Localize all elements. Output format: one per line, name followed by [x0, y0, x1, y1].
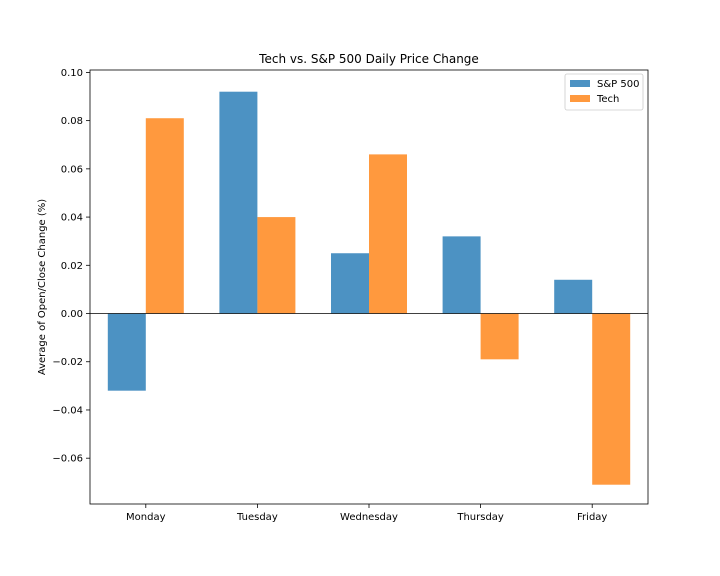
plot-area: 0.10 0.08 0.06 0.04 0.02 0.00 −0.02 −0.04 −0.06 M…: [52, 68, 649, 523]
chart-title: Tech vs. S&P 500 Daily Price Change: [258, 52, 479, 66]
bar-s-p-500-friday: [554, 279, 593, 314]
bar-s-p-500-wednesday: [331, 253, 369, 314]
y-tick-label: 0.04: [61, 213, 83, 224]
bar-s-p-500-monday: [107, 313, 146, 391]
y-tick-label: −0.06: [52, 454, 83, 465]
y-tick-label: 0.06: [61, 164, 83, 175]
y-tick-label: −0.02: [52, 357, 83, 368]
legend-label: S&P 500: [597, 79, 639, 90]
y-tick-label: 0.00: [61, 309, 83, 320]
legend-swatch: [570, 80, 590, 87]
y-tick-label: −0.04: [52, 405, 83, 416]
x-tick-label: Wednesday: [340, 512, 398, 523]
y-axis-label: Average of Open/Close Change (%): [37, 199, 48, 375]
y-tick-label: 0.10: [61, 68, 83, 79]
bar-s-p-500-tuesday: [219, 91, 258, 314]
y-tick-label: 0.02: [61, 261, 83, 272]
x-tick-label: Tuesday: [236, 512, 278, 523]
bar-s-p-500-thursday: [442, 236, 481, 314]
legend-label: Tech: [596, 94, 619, 105]
x-tick-label: Friday: [577, 512, 607, 523]
bar-tech-thursday: [480, 313, 519, 360]
y-tick-label: 0.08: [61, 116, 83, 127]
bar-tech-wednesday: [369, 154, 407, 314]
bar-tech-tuesday: [257, 217, 296, 314]
x-tick-label: Monday: [126, 512, 166, 523]
bar-tech-friday: [592, 313, 631, 485]
legend-swatch: [570, 95, 590, 102]
x-tick-label: Thursday: [456, 512, 504, 523]
bar-tech-monday: [145, 118, 184, 314]
